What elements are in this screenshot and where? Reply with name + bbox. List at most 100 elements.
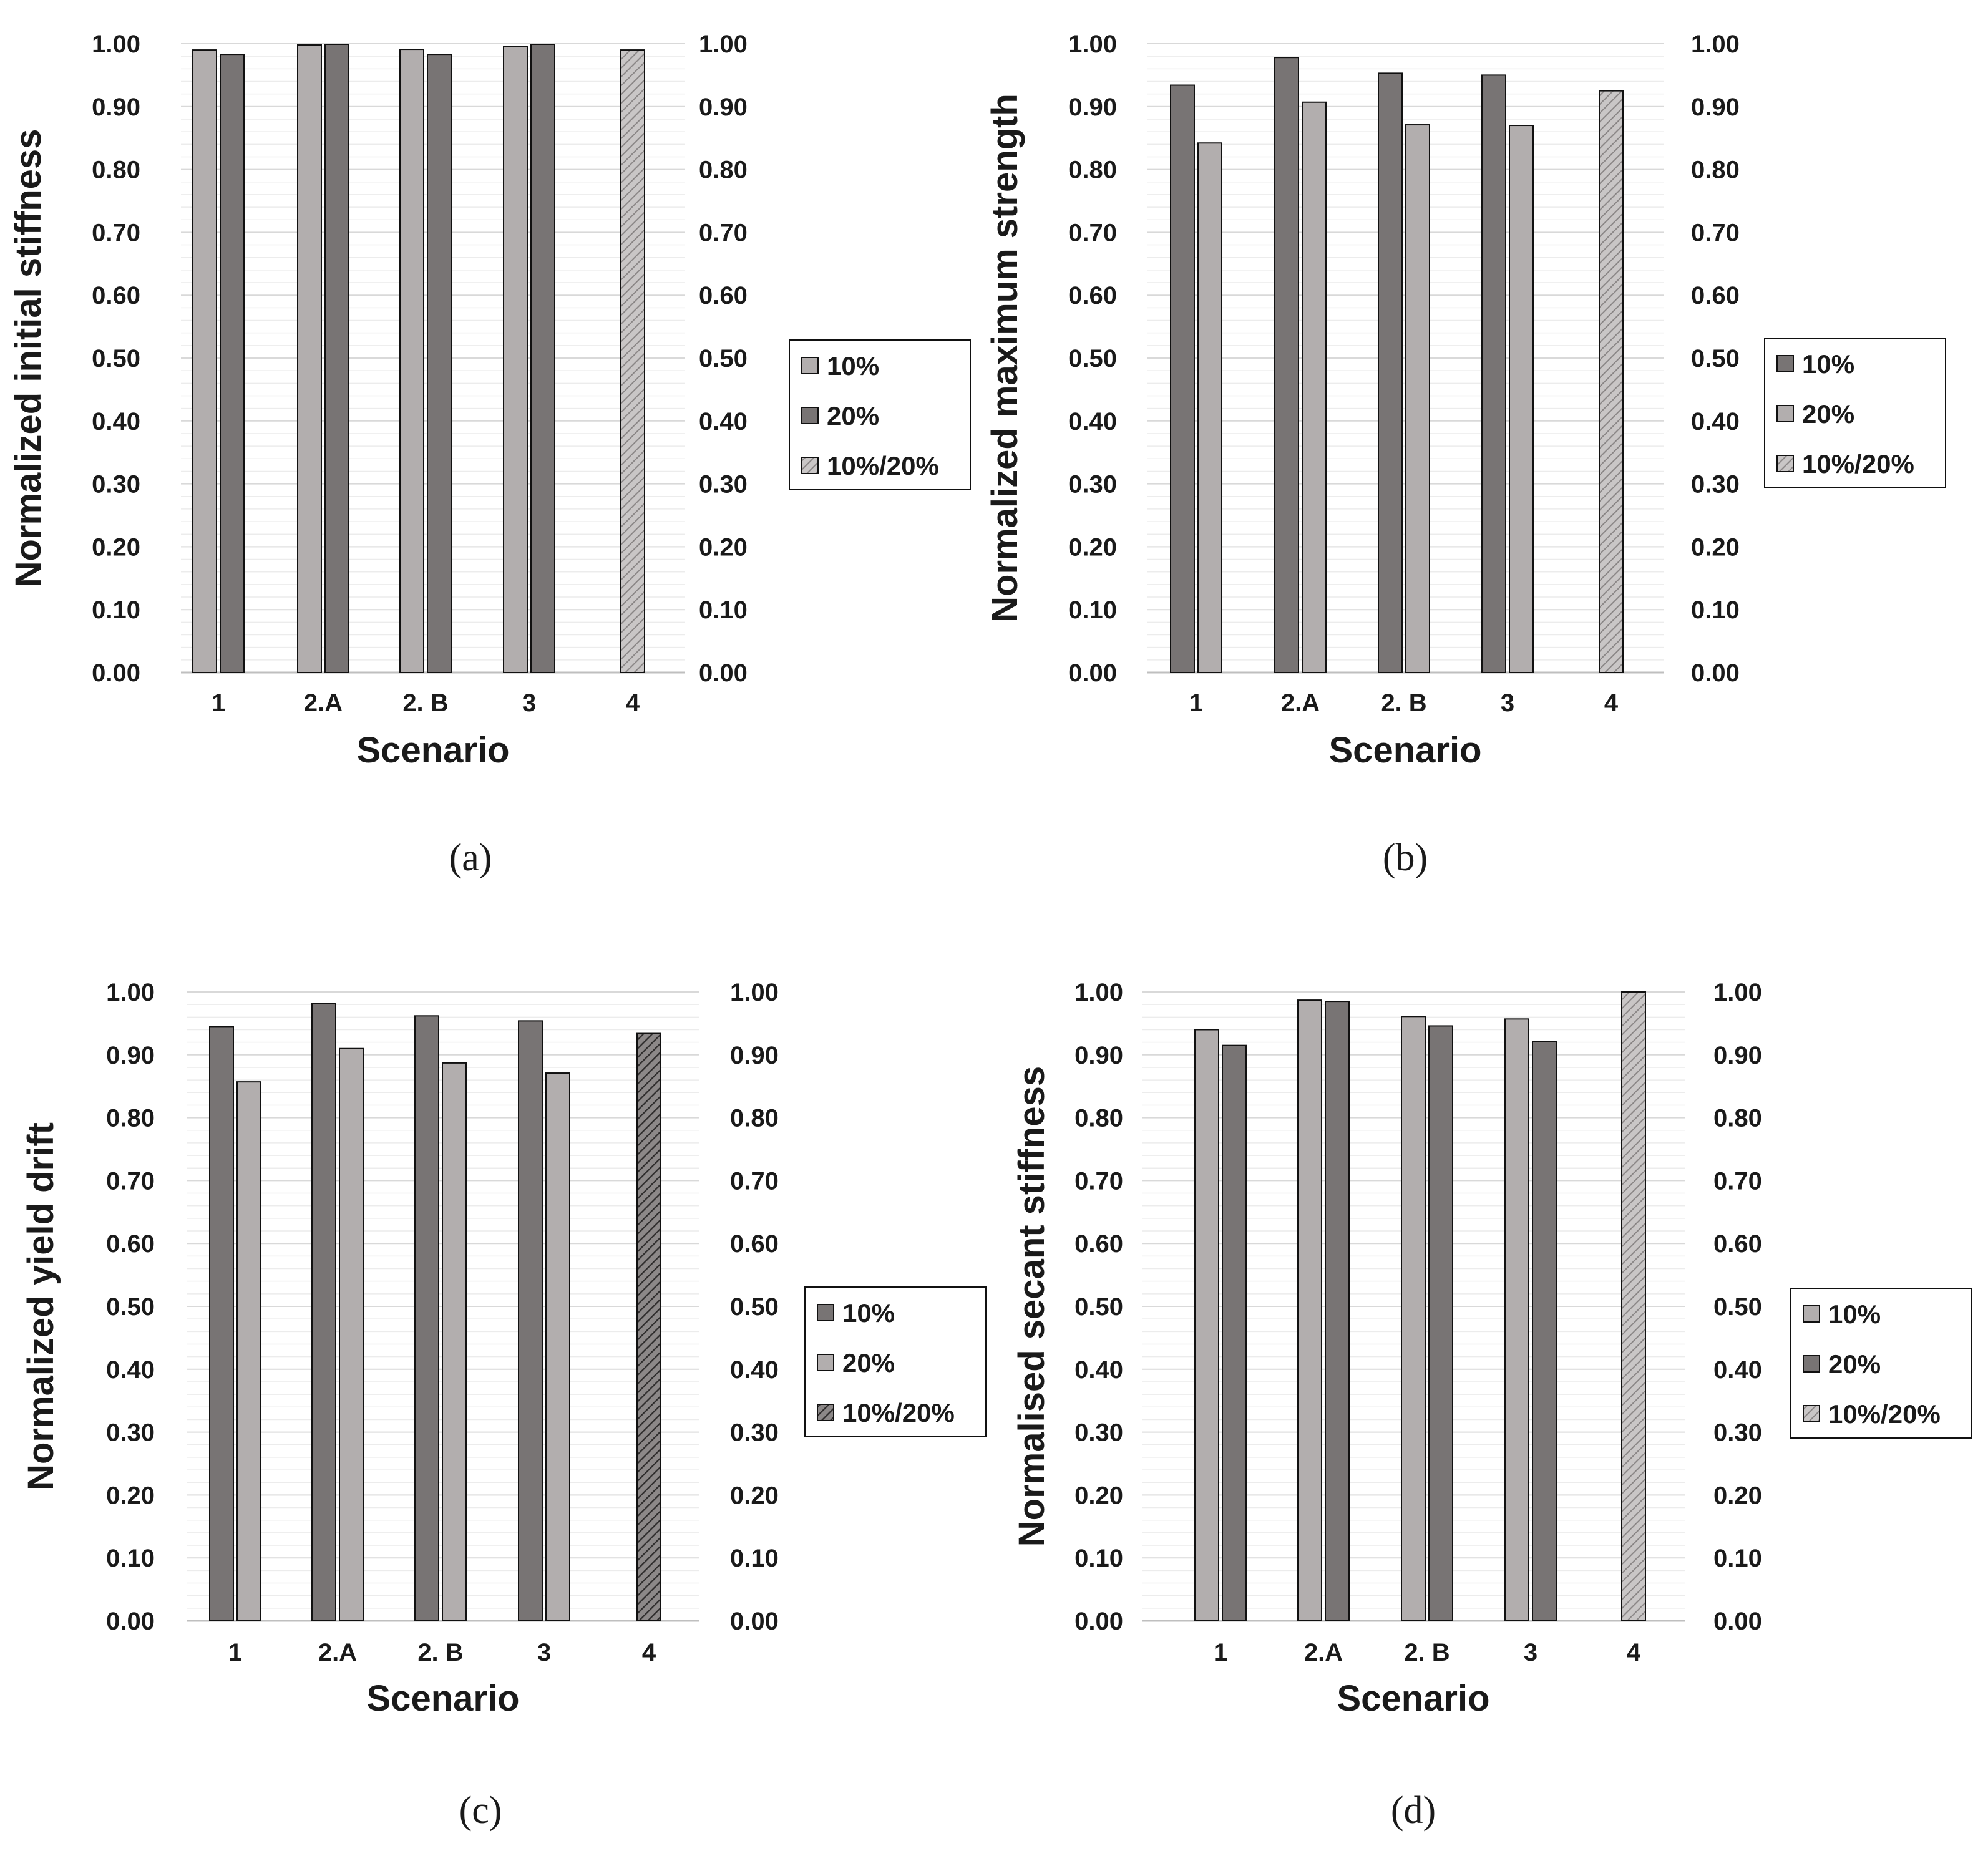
y-tick-label-left: 0.80 [1068, 157, 1117, 184]
y-tick-label-left: 0.10 [1074, 1545, 1123, 1572]
y-tick-label-right: 0.10 [1713, 1545, 1762, 1572]
legend-box [804, 1286, 987, 1437]
legend-label: 20% [1828, 1349, 1881, 1379]
panel-caption: (b) [1383, 837, 1428, 879]
x-axis-title: Scenario [1337, 1678, 1490, 1719]
y-tick-label-left: 0.20 [106, 1482, 155, 1509]
bar-b-1020-cat5 [1599, 90, 1624, 674]
x-tick-label: 3 [1524, 1639, 1537, 1666]
y-axis-title: Normalised secant stiffness [1011, 1066, 1052, 1547]
legend-label: 20% [842, 1348, 895, 1377]
y-tick-label-left: 1.00 [106, 979, 155, 1006]
y-tick-label-right: 0.10 [1691, 596, 1740, 624]
y-tick-label-right: 0.00 [699, 659, 748, 687]
y-tick-label-right: 0.70 [1691, 219, 1740, 246]
y-tick-label-right: 0.90 [1691, 94, 1740, 121]
y-tick-label-right: 0.60 [699, 282, 748, 309]
bars [1194, 991, 1646, 1622]
y-tick-label-left: 0.00 [92, 659, 140, 687]
bar-a-20-cat2 [324, 44, 349, 674]
y-tick-label-left: 0.30 [92, 471, 140, 498]
y-tick-label-right: 0.90 [1713, 1042, 1762, 1069]
legend: 10% 20% 10%/20% [804, 1286, 987, 1437]
y-axis-title: Normalized maximum strength [985, 94, 1025, 623]
bar-b-10-cat4 [1481, 74, 1506, 673]
y-tick-label-right: 0.50 [1691, 345, 1740, 372]
y-tick-label-left: 0.20 [1068, 533, 1117, 561]
bar-a-10-cat2 [297, 44, 322, 674]
y-tick-label-right: 0.00 [730, 1608, 779, 1635]
legend-swatch [1776, 405, 1794, 422]
y-tick-label-right: 0.00 [1713, 1608, 1762, 1635]
x-tick-label: 4 [626, 689, 640, 717]
y-tick-label-right: 0.80 [1691, 157, 1740, 184]
legend-label: 10%/20% [842, 1398, 955, 1427]
bar-a-1020-cat5 [620, 49, 645, 673]
legend-swatch [1803, 1355, 1820, 1373]
legend: 10% 20% 10%/20% [1790, 1288, 1972, 1439]
y-tick-label-left: 0.00 [1068, 659, 1117, 687]
legend-swatch [1776, 455, 1794, 472]
y-tick-label-right: 0.80 [730, 1105, 779, 1132]
y-tick-label-left: 0.40 [1068, 408, 1117, 435]
bar-c-1020-cat5 [636, 1032, 661, 1621]
bar-c-10-cat2 [311, 1003, 336, 1622]
y-tick-label-left: 0.50 [106, 1293, 155, 1321]
y-tick-label-right: 1.00 [1713, 979, 1762, 1006]
y-tick-label-right: 1.00 [699, 31, 748, 58]
x-tick-label: 2. B [1404, 1639, 1450, 1666]
y-tick-label-left: 0.50 [92, 345, 140, 372]
legend: 10% 20% 10%/20% [1764, 338, 1946, 488]
chart-panel-a: 0.00 0.00 0.10 0.10 0.20 0.20 0.30 0.30 0.40 0.40… [8, 31, 971, 879]
y-tick-label-right: 0.10 [699, 596, 748, 624]
legend-box [789, 339, 971, 490]
y-tick-label-left: 0.00 [1074, 1608, 1123, 1635]
y-tick-label-left: 0.10 [92, 596, 140, 624]
y-tick-label-right: 0.50 [730, 1293, 779, 1321]
y-tick-label-right: 0.80 [699, 157, 748, 184]
bars [1170, 57, 1624, 674]
bar-c-20-cat2 [339, 1047, 364, 1621]
x-tick-label: 1 [1189, 689, 1203, 717]
bar-a-10-cat4 [503, 46, 528, 674]
y-tick-label-right: 0.80 [1713, 1105, 1762, 1132]
y-tick-label-right: 1.00 [1691, 31, 1740, 58]
y-tick-label-left: 0.30 [1074, 1419, 1123, 1447]
y-tick-label-left: 0.60 [1074, 1230, 1123, 1258]
y-tick-label-left: 0.50 [1074, 1293, 1123, 1321]
legend-label: 10% [1828, 1300, 1881, 1329]
y-tick-label-left: 0.30 [1068, 471, 1117, 498]
bar-d-20-cat2 [1325, 1001, 1350, 1621]
legend-swatch [1776, 355, 1794, 372]
bars [192, 44, 645, 674]
bar-b-20-cat1 [1197, 142, 1222, 674]
panel-caption: (c) [459, 1789, 502, 1832]
panel-caption: (d) [1391, 1789, 1436, 1832]
legend-label: 10%/20% [827, 451, 939, 480]
y-tick-label-left: 0.90 [1074, 1042, 1123, 1069]
x-tick-label: 2. B [417, 1639, 463, 1666]
legend-label: 20% [827, 401, 879, 430]
legend-swatch [801, 357, 819, 374]
y-tick-label-right: 0.60 [730, 1230, 779, 1258]
y-tick-label-right: 0.30 [730, 1419, 779, 1447]
chart-panel-b: 0.00 0.00 0.10 0.10 0.20 0.20 0.30 0.30 0.40 0.40… [985, 31, 1946, 879]
y-tick-label-right: 0.20 [1713, 1482, 1762, 1509]
y-tick-label-left: 0.20 [1074, 1482, 1123, 1509]
bar-c-20-cat3 [442, 1062, 467, 1622]
y-tick-label-left: 0.90 [1068, 94, 1117, 121]
legend: 10% 20% 10%/20% [789, 339, 971, 490]
chart-panel-d: 0.00 0.00 0.10 0.10 0.20 0.20 0.30 0.30 0.40 0.40… [1011, 979, 1972, 1832]
bar-a-20-cat4 [530, 44, 555, 674]
y-tick-label-right: 0.40 [1691, 408, 1740, 435]
y-tick-label-left: 0.40 [106, 1356, 155, 1384]
y-tick-label-right: 1.00 [730, 979, 779, 1006]
y-tick-label-right: 0.10 [730, 1545, 779, 1572]
x-tick-label: 2. B [1381, 689, 1426, 717]
bar-b-20-cat3 [1405, 124, 1430, 674]
bar-d-10-cat1 [1194, 1029, 1219, 1621]
bar-b-10-cat3 [1378, 72, 1403, 674]
bar-a-10-cat1 [192, 49, 217, 673]
y-tick-label-left: 1.00 [1074, 979, 1123, 1006]
